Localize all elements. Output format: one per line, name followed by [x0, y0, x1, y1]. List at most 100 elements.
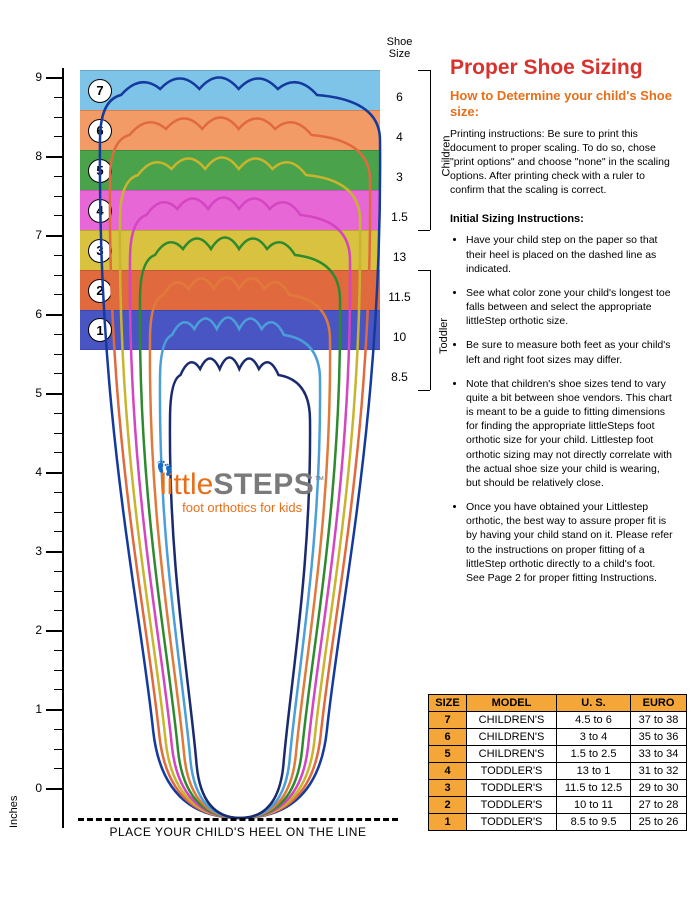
- shoe-size-header: Shoe Size: [382, 36, 417, 60]
- ruler-label: 9: [18, 70, 42, 84]
- ruler-minor-tick: [54, 492, 62, 493]
- ruler-minor-tick: [54, 571, 62, 572]
- ruler-minor-tick: [54, 591, 62, 592]
- table-cell: 6: [429, 729, 467, 746]
- ruler-major-tick: [46, 314, 62, 316]
- foot-outline: [100, 78, 380, 819]
- logo-feet-icon: 👣: [156, 460, 173, 477]
- ruler-minor-tick: [54, 373, 62, 374]
- ruler-label: 2: [18, 623, 42, 637]
- ruler-minor-tick: [54, 531, 62, 532]
- ruler-minor-tick: [54, 215, 62, 216]
- table-row: 3TODDLER'S11.5 to 12.529 to 30: [429, 780, 687, 797]
- logo-subtitle: foot orthotics for kids: [160, 500, 324, 515]
- ruler-minor-tick: [54, 512, 62, 513]
- ruler-major-tick: [46, 235, 62, 237]
- instruction-item: Note that children's shoe sizes tend to …: [466, 377, 676, 490]
- sizing-instructions-header: Initial Sizing Instructions:: [450, 213, 676, 225]
- ruler-minor-tick: [54, 354, 62, 355]
- ruler-major-tick: [46, 393, 62, 395]
- littlesteps-logo: 👣 littleSTEPS™ foot orthotics for kids: [160, 468, 324, 515]
- ruler-major-tick: [46, 709, 62, 711]
- ruler-minor-tick: [54, 294, 62, 295]
- instruction-item: See what color zone your child's longest…: [466, 286, 676, 329]
- ruler-minor-tick: [54, 413, 62, 414]
- ruler-minor-tick: [54, 176, 62, 177]
- ruler-label: 1: [18, 702, 42, 716]
- table-header: EURO: [631, 695, 687, 712]
- ruler-minor-tick: [54, 670, 62, 671]
- ruler-minor-tick: [54, 768, 62, 769]
- table-cell: 33 to 34: [631, 746, 687, 763]
- table-header: U. S.: [557, 695, 631, 712]
- ruler-minor-tick: [54, 729, 62, 730]
- ruler-minor-tick: [54, 334, 62, 335]
- table-cell: 37 to 38: [631, 712, 687, 729]
- printing-instructions: Printing instructions: Be sure to print …: [450, 127, 676, 198]
- table-cell: CHILDREN'S: [467, 746, 557, 763]
- ruler-major-tick: [46, 630, 62, 632]
- sizing-instructions-list: Have your child step on the paper so tha…: [450, 233, 676, 585]
- ruler-minor-tick: [54, 196, 62, 197]
- table-cell: TODDLER'S: [467, 797, 557, 814]
- ruler-label: 7: [18, 228, 42, 242]
- ruler-minor-tick: [54, 452, 62, 453]
- table-header: SIZE: [429, 695, 467, 712]
- table-cell: 11.5 to 12.5: [557, 780, 631, 797]
- ruler-major-tick: [46, 551, 62, 553]
- ruler-label: 8: [18, 149, 42, 163]
- table-cell: 2: [429, 797, 467, 814]
- ruler-major-tick: [46, 788, 62, 790]
- category-column: ChildrenToddler: [418, 70, 436, 390]
- table-row: 7CHILDREN'S4.5 to 637 to 38: [429, 712, 687, 729]
- ruler-minor-tick: [54, 97, 62, 98]
- size-conversion-table: SIZEMODELU. S.EURO7CHILDREN'S4.5 to 637 …: [428, 694, 687, 831]
- table-cell: TODDLER'S: [467, 780, 557, 797]
- logo-tm: ™: [314, 475, 324, 486]
- table-cell: 25 to 26: [631, 814, 687, 831]
- ruler-label: 3: [18, 544, 42, 558]
- table-header: MODEL: [467, 695, 557, 712]
- ruler-major-tick: [46, 156, 62, 158]
- instructions-panel: Proper Shoe Sizing How to Determine your…: [450, 56, 676, 595]
- table-row: 1TODDLER'S8.5 to 9.525 to 26: [429, 814, 687, 831]
- table-cell: 4: [429, 763, 467, 780]
- instruction-item: Have your child step on the paper so tha…: [466, 233, 676, 276]
- table-cell: 7: [429, 712, 467, 729]
- ruler-major-tick: [46, 472, 62, 474]
- logo-text-steps: STEPS: [213, 468, 314, 501]
- ruler-minor-tick: [54, 749, 62, 750]
- table-cell: CHILDREN'S: [467, 729, 557, 746]
- table-cell: 3: [429, 780, 467, 797]
- table-cell: 29 to 30: [631, 780, 687, 797]
- table-cell: 1: [429, 814, 467, 831]
- table-cell: 4.5 to 6: [557, 712, 631, 729]
- category-label: Toddler: [438, 318, 450, 354]
- ruler-minor-tick: [54, 136, 62, 137]
- table-cell: 10 to 11: [557, 797, 631, 814]
- table-cell: CHILDREN'S: [467, 712, 557, 729]
- page-title: Proper Shoe Sizing: [450, 56, 676, 80]
- page-subtitle: How to Determine your child's Shoe size:: [450, 88, 676, 121]
- table-cell: 3 to 4: [557, 729, 631, 746]
- table-row: 4TODDLER'S13 to 131 to 32: [429, 763, 687, 780]
- ruler-minor-tick: [54, 650, 62, 651]
- heel-dashed-line: [78, 818, 398, 821]
- sizing-chart-page: 0123456789 Inches 7654321 Shoe Size 6431…: [0, 0, 695, 900]
- ruler-caption: Inches: [8, 796, 20, 828]
- table-row: 6CHILDREN'S3 to 435 to 36: [429, 729, 687, 746]
- ruler-minor-tick: [54, 255, 62, 256]
- table-cell: 1.5 to 2.5: [557, 746, 631, 763]
- ruler-label: 6: [18, 307, 42, 321]
- heel-instruction: PLACE YOUR CHILD'S HEEL ON THE LINE: [78, 825, 398, 839]
- ruler-minor-tick: [54, 433, 62, 434]
- inches-ruler: 0123456789 Inches: [24, 68, 64, 828]
- table-cell: 35 to 36: [631, 729, 687, 746]
- ruler-minor-tick: [54, 117, 62, 118]
- ruler-label: 5: [18, 386, 42, 400]
- ruler-label: 0: [18, 781, 42, 795]
- ruler-minor-tick: [54, 689, 62, 690]
- table-cell: 31 to 32: [631, 763, 687, 780]
- ruler-label: 4: [18, 465, 42, 479]
- table-cell: TODDLER'S: [467, 763, 557, 780]
